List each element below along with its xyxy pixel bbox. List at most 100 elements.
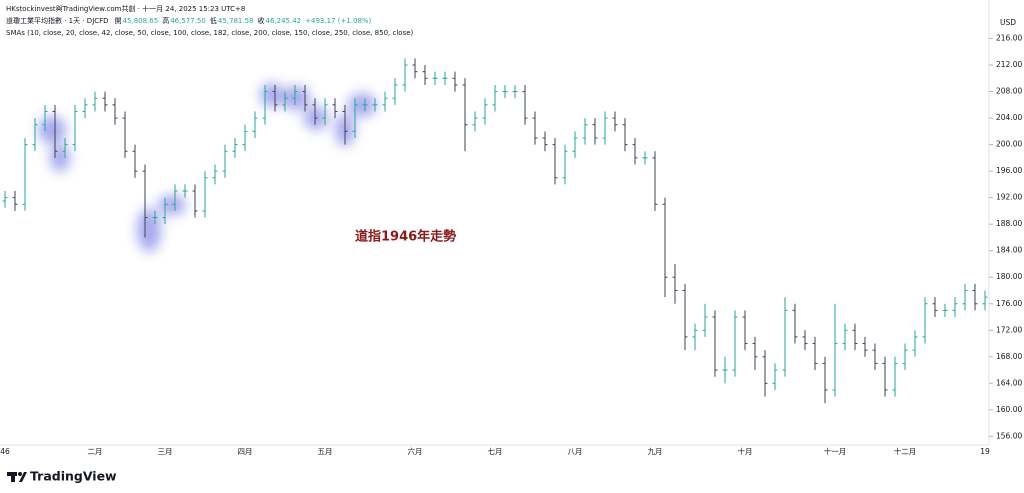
ohlc-bar: [642, 151, 648, 165]
ohlc-bar: [322, 98, 328, 125]
ohlc-bar: [372, 98, 378, 112]
ohlc-bar: [752, 336, 758, 371]
ohlc-bar: [132, 144, 138, 178]
ohlc-bar: [502, 84, 508, 99]
ohlc-bar: [102, 91, 108, 112]
ohlc-bar: [552, 137, 558, 185]
ohlc-bar: [882, 356, 888, 397]
ohlc-bar: [332, 98, 338, 119]
ohlc-bar: [702, 303, 708, 337]
ohlc-bar: [982, 290, 988, 311]
x-tick-label: 三月: [158, 447, 173, 456]
annotation: 道指1946年走勢: [355, 229, 456, 245]
ohlc-bar: [652, 151, 658, 211]
ohlc-bar: [512, 84, 518, 99]
y-tick-label: 216.00: [996, 34, 1022, 43]
ohlc-bar: [202, 171, 208, 218]
y-tick-label: 176.00: [996, 299, 1022, 308]
ohlc-bar: [362, 98, 368, 112]
ohlc-bar: [832, 303, 838, 397]
ohlc-bar: [742, 310, 748, 351]
y-tick-label: 188.00: [996, 219, 1022, 228]
x-tick-label: 十一月: [824, 446, 847, 456]
ohlc-bar: [402, 58, 408, 92]
x-tick-label: 八月: [568, 447, 583, 456]
ohlc-bar: [412, 58, 418, 79]
ohlc-bar: [2, 191, 8, 208]
ohlc-bar: [962, 283, 968, 311]
ohlc-bar: [802, 330, 808, 351]
symbol-text: 道瓊工業平均指數 · 1天 · DJCFD: [6, 16, 109, 25]
ohlc-bar: [712, 310, 718, 377]
ohlc-bar: [242, 124, 248, 152]
ohlc-bar: [72, 104, 78, 152]
y-tick-label: 180.00: [996, 272, 1022, 281]
ohlc-bar: [122, 111, 128, 158]
ohlc-label: 高: [162, 16, 169, 25]
x-tick-label: 七月: [488, 447, 503, 456]
x-tick-label: 十月: [738, 446, 753, 456]
ohlc-bar: [482, 98, 488, 125]
ohlc-bar: [892, 356, 898, 397]
ohlc-bar: [172, 184, 178, 211]
ohlc-bar: [932, 297, 938, 318]
ohlc-bar: [872, 343, 878, 371]
ohlc-bar: [972, 283, 978, 311]
y-tick-label: 204.00: [996, 113, 1022, 122]
ohlc-bar: [432, 71, 438, 85]
ohlc-bar: [822, 356, 828, 404]
ohlc-bar: [152, 210, 158, 225]
ohlc-bar: [942, 303, 948, 318]
ohlc-bar: [302, 84, 308, 112]
ohlc-bar: [622, 118, 628, 152]
ohlc-bar: [452, 71, 458, 92]
ohlc-bar: [542, 131, 548, 152]
ohlc-bar: [52, 104, 58, 158]
ohlc-bar: [782, 297, 788, 377]
ohlc-bar: [112, 98, 118, 125]
ohlc-bar: [572, 131, 578, 158]
ohlc-value: 45,808.65: [123, 17, 159, 25]
ohlc-bar: [272, 84, 278, 112]
ohlc-bar: [692, 323, 698, 351]
x-tick-label: 四月: [238, 447, 253, 456]
y-tick-label: 212.00: [996, 60, 1022, 69]
ohlc-bar: [62, 137, 68, 158]
ohlc-bar: [842, 323, 848, 351]
ohlc-bar: [262, 84, 268, 125]
x-tick-label: 46: [0, 447, 10, 456]
ohlc-bar: [612, 111, 618, 132]
ohlc-bar: [422, 65, 428, 85]
y-tick-label: 172.00: [996, 325, 1022, 334]
change-text: +493.17 (+1.08%): [305, 17, 371, 25]
y-tick-label: 156.00: [996, 431, 1022, 440]
ohlc-bar: [922, 297, 928, 344]
brand-text: TradingView: [30, 469, 117, 484]
x-tick-label: 五月: [318, 447, 333, 456]
ohlc-bar: [312, 98, 318, 125]
ohlc-bar: [762, 350, 768, 397]
ohlc-bar: [672, 263, 678, 304]
ohlc-bar: [582, 118, 588, 145]
ohlc-value: 46,245.42: [266, 17, 302, 25]
ohlc-bar: [722, 356, 728, 384]
ohlc-bar: [282, 91, 288, 112]
ohlc-bar: [562, 144, 568, 185]
ohlc-bar: [22, 137, 28, 211]
ohlc-bar: [232, 137, 238, 158]
ohlc-bar: [472, 111, 478, 132]
ohlc-bar: [792, 303, 798, 344]
ohlc-bar: [32, 118, 38, 152]
x-tick-label: 19: [980, 447, 990, 456]
ohlc-bar: [42, 104, 48, 132]
ohlc-bar: [92, 91, 98, 112]
ohlc-bar: [222, 144, 228, 178]
ohlc-bar: [732, 310, 738, 377]
indicator-text: SMAs (10, close, 20, close, 42, close, 5…: [6, 29, 414, 37]
ohlc-bar: [342, 104, 348, 145]
y-tick-label: 160.00: [996, 405, 1022, 414]
ohlc-bar: [82, 98, 88, 119]
ohlc-bar: [602, 111, 608, 145]
ohlc-label: 收: [258, 16, 265, 25]
